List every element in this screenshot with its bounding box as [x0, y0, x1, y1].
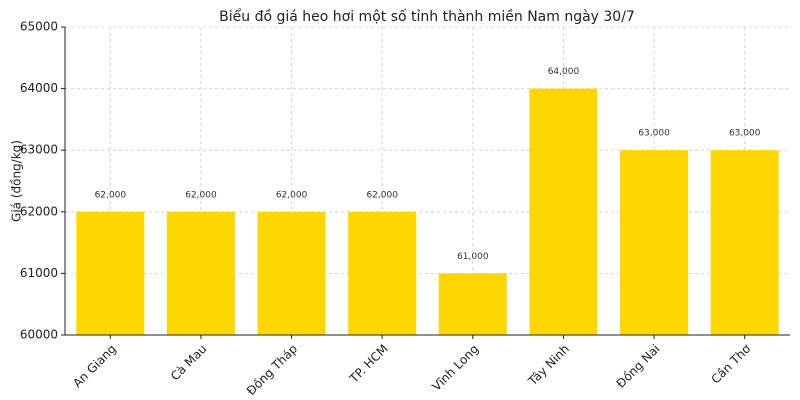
y-tick-label: 63000: [20, 143, 58, 157]
bar: [710, 150, 779, 335]
bar: [166, 211, 235, 335]
value-label: 62,000: [366, 190, 398, 200]
y-tick-label: 61000: [20, 266, 58, 280]
value-label: 62,000: [185, 190, 217, 200]
bar: [620, 150, 689, 335]
y-axis-label: Giá (đồng/kg): [10, 140, 24, 222]
value-label: 63,000: [638, 129, 670, 139]
y-tick-label: 64000: [20, 81, 58, 95]
bar: [348, 211, 417, 335]
x-tick-label: Tây Ninh: [525, 342, 572, 389]
value-label: 64,000: [548, 67, 580, 77]
x-tick-label: Cà Mau: [168, 342, 210, 384]
x-tick-label: TP. HCM: [346, 342, 391, 387]
bar: [529, 88, 598, 335]
bar: [257, 211, 326, 335]
bar: [76, 211, 145, 335]
y-tick-label: 65000: [20, 20, 58, 34]
x-tick-label: Cần Thơ: [708, 341, 753, 386]
y-tick-label: 62000: [20, 204, 58, 218]
x-tick-label: Vĩnh Long: [429, 342, 481, 394]
value-label: 62,000: [95, 190, 127, 200]
chart-title: Biểu đồ giá heo hơi một số tỉnh thành mi…: [219, 8, 635, 25]
y-tick-label: 60000: [20, 328, 58, 342]
x-tick-label: Đồng Tháp: [244, 342, 300, 398]
x-tick-label: Đồng Nai: [614, 342, 663, 391]
bar: [438, 273, 507, 335]
value-label: 62,000: [276, 190, 308, 200]
x-tick-label: An Giang: [70, 342, 119, 391]
value-label: 63,000: [729, 129, 761, 139]
value-label: 61,000: [457, 252, 489, 262]
